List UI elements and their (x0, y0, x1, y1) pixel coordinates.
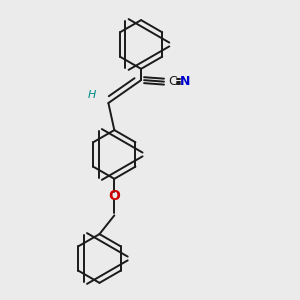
Text: N: N (180, 75, 190, 88)
Text: H: H (88, 90, 96, 100)
Text: C: C (168, 75, 177, 88)
Text: O: O (108, 189, 120, 203)
